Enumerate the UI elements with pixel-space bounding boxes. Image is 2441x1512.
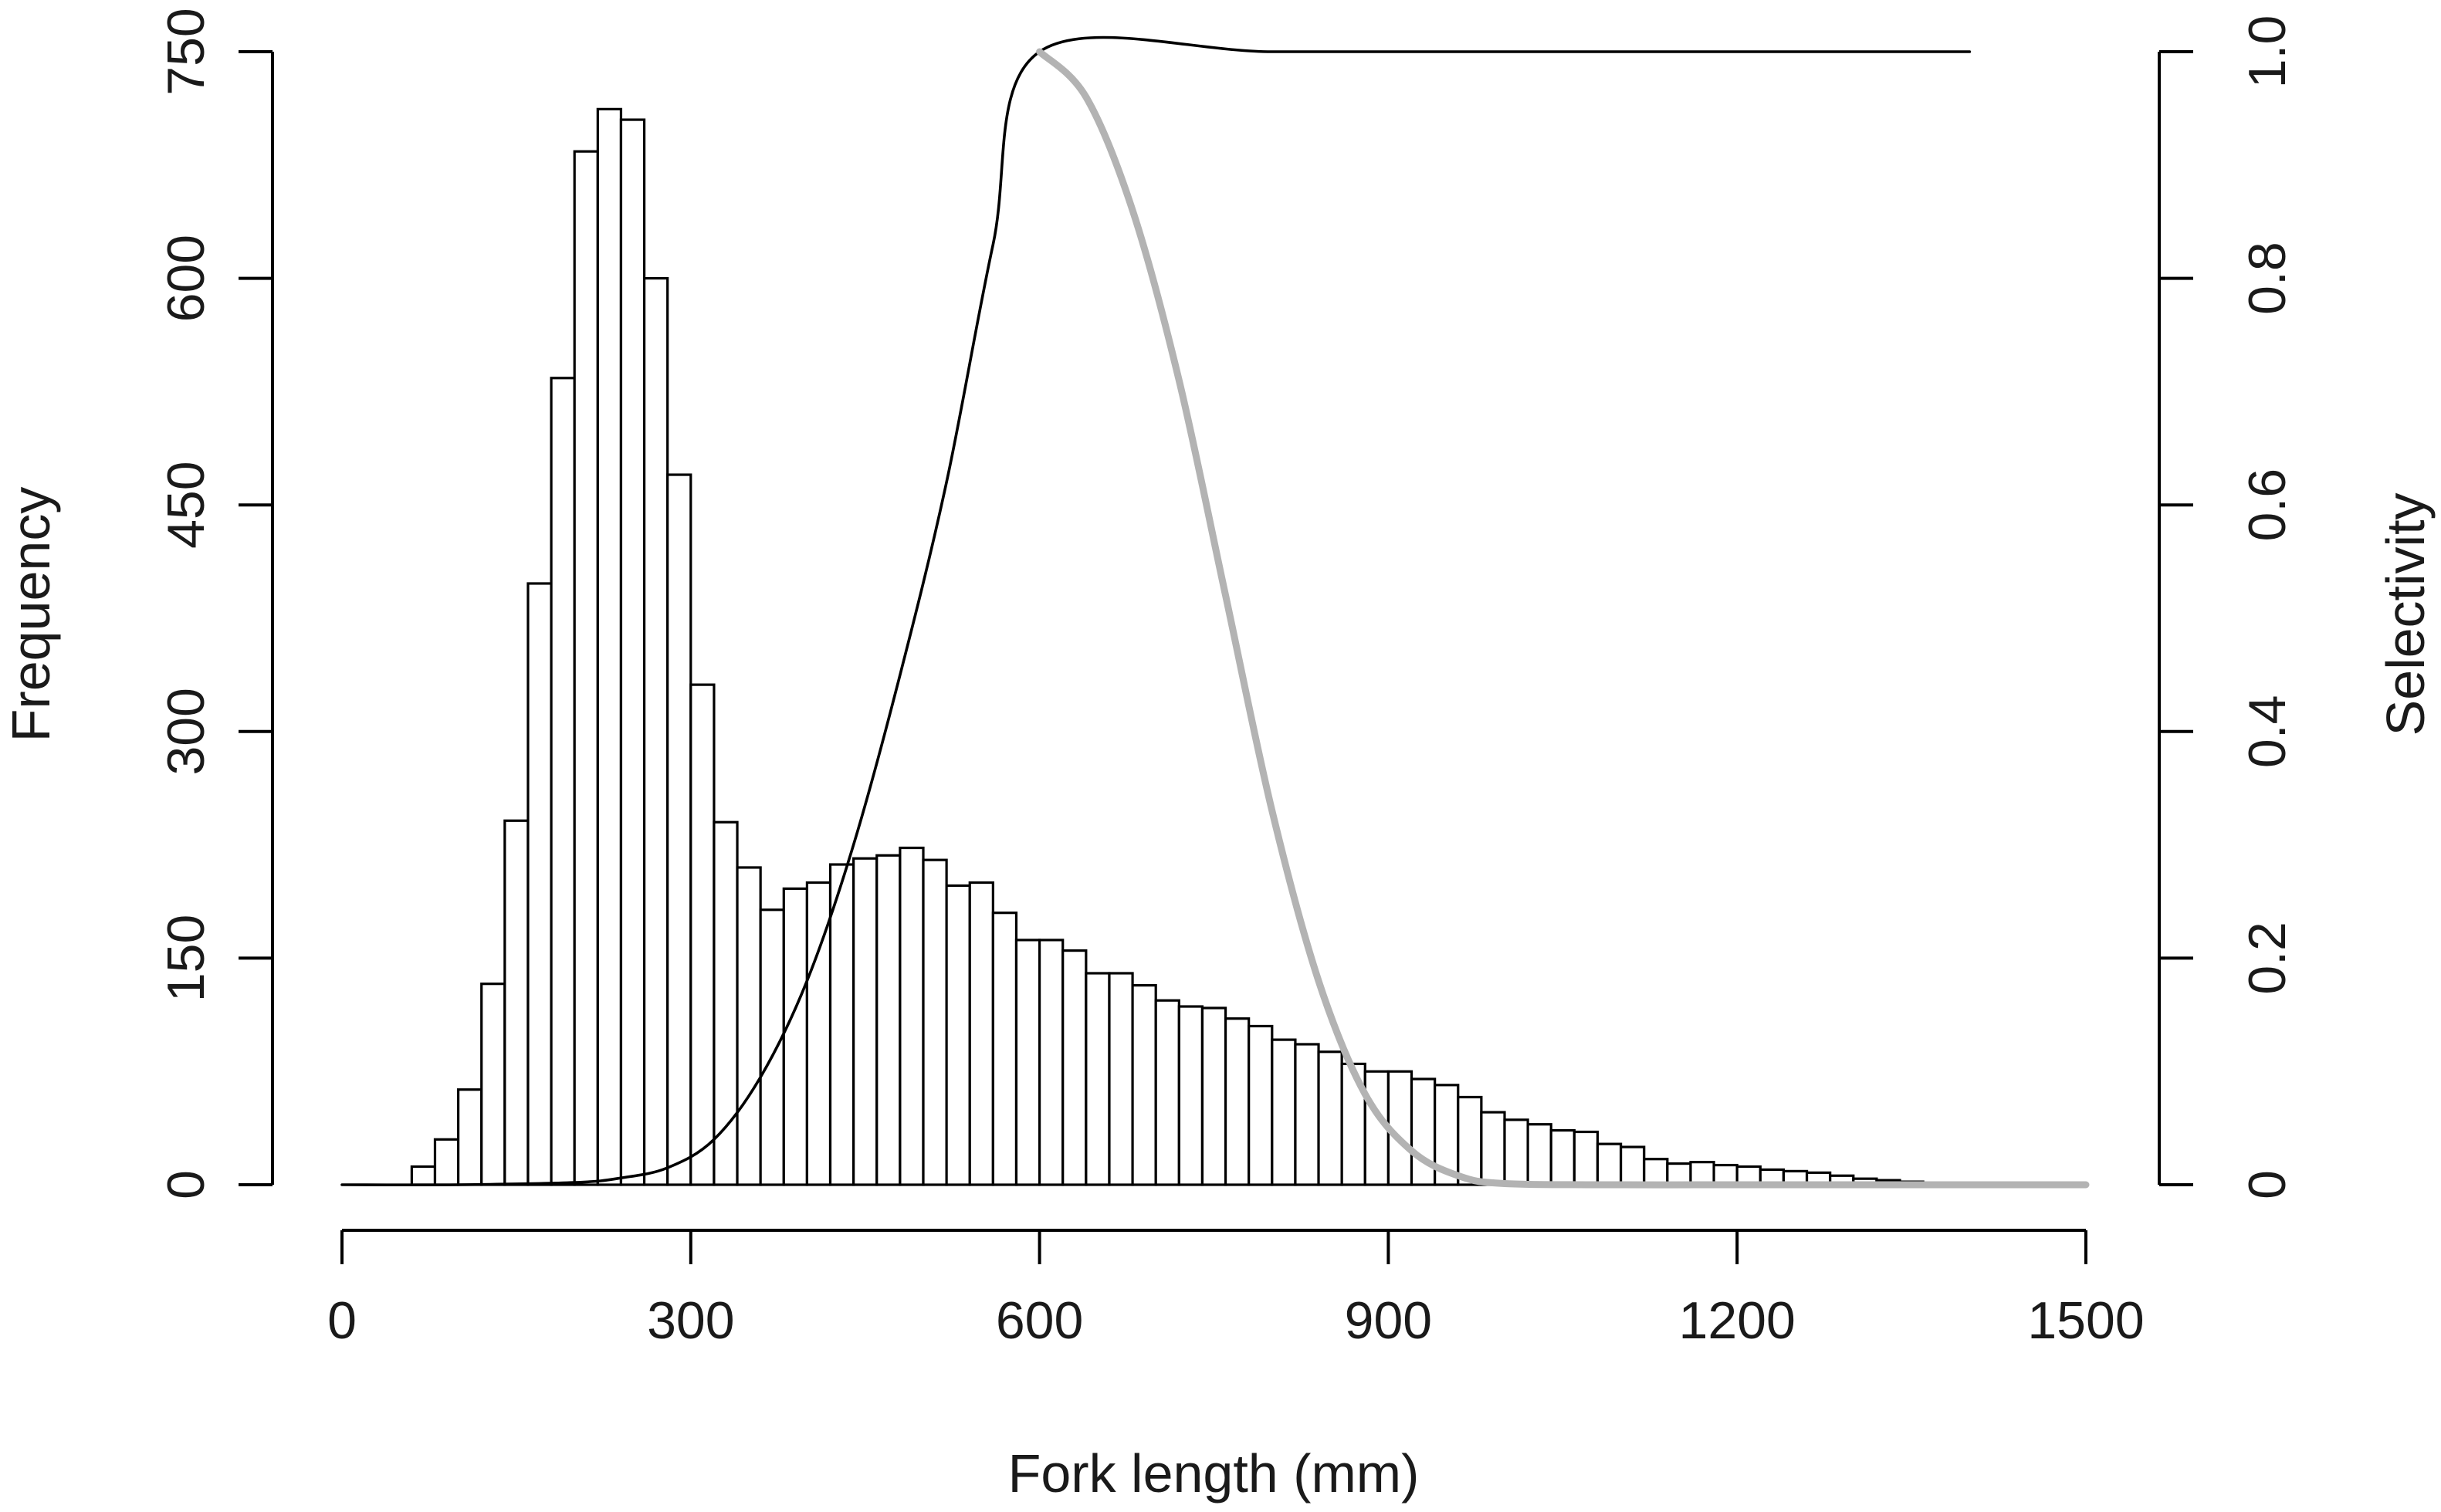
histogram-bar — [713, 820, 739, 1186]
histogram-bar — [1014, 939, 1041, 1186]
histogram-bar — [1177, 1005, 1204, 1186]
x-tick-label: 900 — [1345, 1291, 1432, 1350]
histogram-bar — [1224, 1017, 1251, 1186]
x-tick-label: 300 — [647, 1291, 734, 1350]
histogram-bar — [1573, 1130, 1600, 1186]
histogram-bar — [573, 150, 599, 1186]
x-tick-label: 1500 — [2027, 1291, 2144, 1350]
histogram-bar — [1108, 972, 1134, 1186]
histogram-bar — [1549, 1128, 1576, 1186]
histogram-bar — [759, 908, 785, 1186]
histogram-bar — [1248, 1024, 1274, 1186]
y-axis-ticks: 0 150 300 450 600 750 — [157, 8, 273, 1199]
histogram-bar — [1643, 1158, 1669, 1186]
histogram-bar — [619, 118, 646, 1186]
histogram-bars — [410, 107, 1972, 1186]
selectivity-curves — [340, 36, 2090, 1189]
y-tick-label: 0 — [157, 1170, 215, 1199]
histogram-bar — [596, 107, 623, 1186]
histogram-bar — [689, 683, 716, 1186]
histogram-bar — [642, 277, 669, 1186]
descending-selectivity-curve — [1036, 48, 2090, 1189]
histogram-bar — [805, 881, 832, 1186]
histogram-bar — [899, 846, 925, 1186]
y-tick-label: 150 — [157, 915, 215, 1002]
y2-tick-label: 0.8 — [2238, 242, 2297, 315]
histogram-bar — [1200, 1006, 1227, 1186]
y2-tick-label: 0.2 — [2238, 922, 2297, 995]
histogram-bar — [456, 1088, 483, 1186]
x-axis-title: Fork length (mm) — [1008, 1443, 1420, 1504]
y-tick-label: 300 — [157, 688, 215, 775]
histogram-bar — [480, 983, 506, 1186]
histogram-bar — [1503, 1118, 1529, 1186]
ascending-selectivity-curve — [340, 36, 1972, 1187]
histogram-bar — [852, 857, 879, 1186]
y-tick-label: 450 — [157, 461, 215, 548]
histogram-bar — [968, 881, 994, 1186]
histogram-bar — [1085, 972, 1111, 1186]
histogram-bar — [1596, 1142, 1623, 1186]
histogram-bar — [1620, 1145, 1646, 1186]
histogram-bar — [991, 912, 1018, 1186]
histogram-bar — [828, 863, 855, 1186]
histogram-bar — [1526, 1123, 1552, 1186]
histogram-bar — [666, 473, 692, 1186]
histogram-bar — [1317, 1050, 1343, 1186]
histogram-bar — [1154, 999, 1180, 1186]
histogram-bar — [526, 582, 553, 1186]
histogram-bar — [1131, 984, 1157, 1186]
y2-axis-title: Selectivity — [2375, 492, 2436, 736]
histogram-bar — [503, 819, 530, 1186]
histogram-bar — [1038, 939, 1065, 1186]
y-tick-label: 750 — [157, 8, 215, 95]
histogram-bar — [922, 858, 948, 1186]
histogram-bar — [1480, 1111, 1506, 1186]
y2-tick-label: 0.6 — [2238, 468, 2297, 542]
y-axis-title: Frequency — [1, 487, 61, 742]
histogram-bar — [1457, 1095, 1483, 1186]
y2-axis-ticks: 0 0.2 0.4 0.6 0.8 1.0 — [2159, 15, 2297, 1199]
histogram-bar — [410, 1165, 437, 1186]
histogram-bar — [945, 884, 971, 1186]
histogram-bar — [782, 887, 809, 1186]
histogram-bar — [550, 377, 576, 1186]
y2-tick-label: 0.4 — [2238, 695, 2297, 769]
y-tick-label: 600 — [157, 235, 215, 322]
x-tick-label: 0 — [327, 1291, 357, 1350]
x-tick-label: 1200 — [1679, 1291, 1796, 1350]
x-axis-ticks: 0 300 600 900 1200 1500 — [327, 1230, 2145, 1350]
y2-tick-label: 0 — [2238, 1170, 2297, 1199]
histogram-bar — [1410, 1077, 1437, 1186]
x-tick-label: 600 — [996, 1291, 1083, 1350]
histogram-bar — [1061, 949, 1088, 1186]
histogram-bar — [736, 866, 762, 1186]
y2-tick-label: 1.0 — [2238, 15, 2297, 89]
histogram-bar — [1271, 1038, 1297, 1186]
histogram-bar — [433, 1138, 460, 1186]
histogram-bar — [1294, 1043, 1320, 1186]
histogram-bar — [875, 854, 902, 1186]
